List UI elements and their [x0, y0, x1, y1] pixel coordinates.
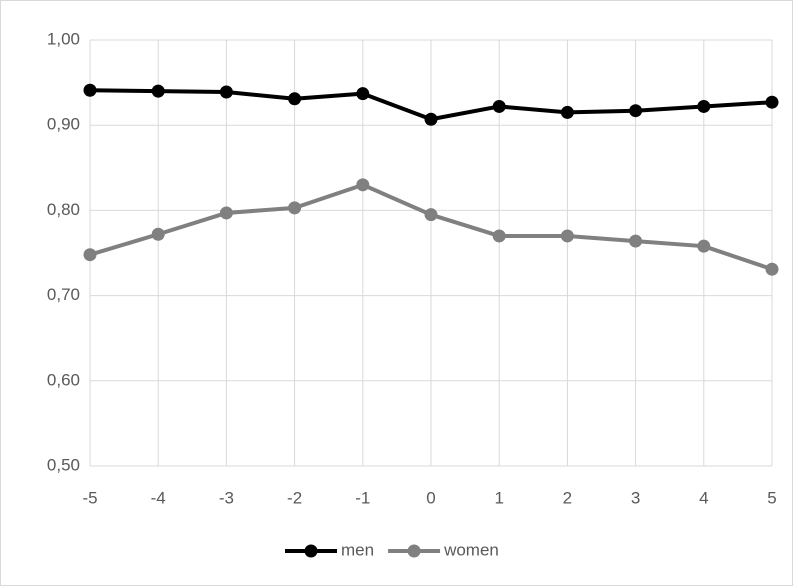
series-marker [151, 227, 165, 241]
x-tick-label: 2 [563, 488, 572, 507]
series-marker [424, 208, 438, 222]
y-tick-label: 0,60 [47, 370, 80, 389]
x-tick-label: -5 [82, 488, 97, 507]
series-marker [219, 206, 233, 220]
x-tick-label: -1 [355, 488, 370, 507]
series-marker [492, 229, 506, 243]
x-tick-label: -4 [151, 488, 166, 507]
series-marker [629, 234, 643, 248]
series-marker [356, 87, 370, 101]
legend-label: men [341, 540, 374, 559]
y-tick-label: 0,50 [47, 455, 80, 474]
y-tick-label: 0,80 [47, 200, 80, 219]
x-tick-label: 0 [426, 488, 435, 507]
x-tick-label: -3 [219, 488, 234, 507]
x-tick-label: -2 [287, 488, 302, 507]
series-marker [288, 92, 302, 106]
series-marker [629, 104, 643, 118]
y-tick-label: 0,70 [47, 285, 80, 304]
series-marker [560, 229, 574, 243]
series-marker [697, 239, 711, 253]
y-tick-label: 0,90 [47, 115, 80, 134]
series-marker [697, 99, 711, 113]
legend-label: women [443, 540, 499, 559]
series-marker [356, 178, 370, 192]
series-marker [219, 85, 233, 99]
series-marker [424, 112, 438, 126]
series-marker [83, 83, 97, 97]
series-marker [765, 95, 779, 109]
legend-marker [407, 544, 421, 558]
x-tick-label: 4 [699, 488, 708, 507]
y-tick-label: 1,00 [47, 29, 80, 48]
x-tick-label: 1 [494, 488, 503, 507]
series-marker [288, 201, 302, 215]
series-marker [765, 262, 779, 276]
x-tick-label: 3 [631, 488, 640, 507]
legend-marker [304, 544, 318, 558]
x-tick-label: 5 [767, 488, 776, 507]
series-marker [83, 248, 97, 262]
series-marker [151, 84, 165, 98]
series-marker [492, 99, 506, 113]
series-marker [560, 105, 574, 119]
